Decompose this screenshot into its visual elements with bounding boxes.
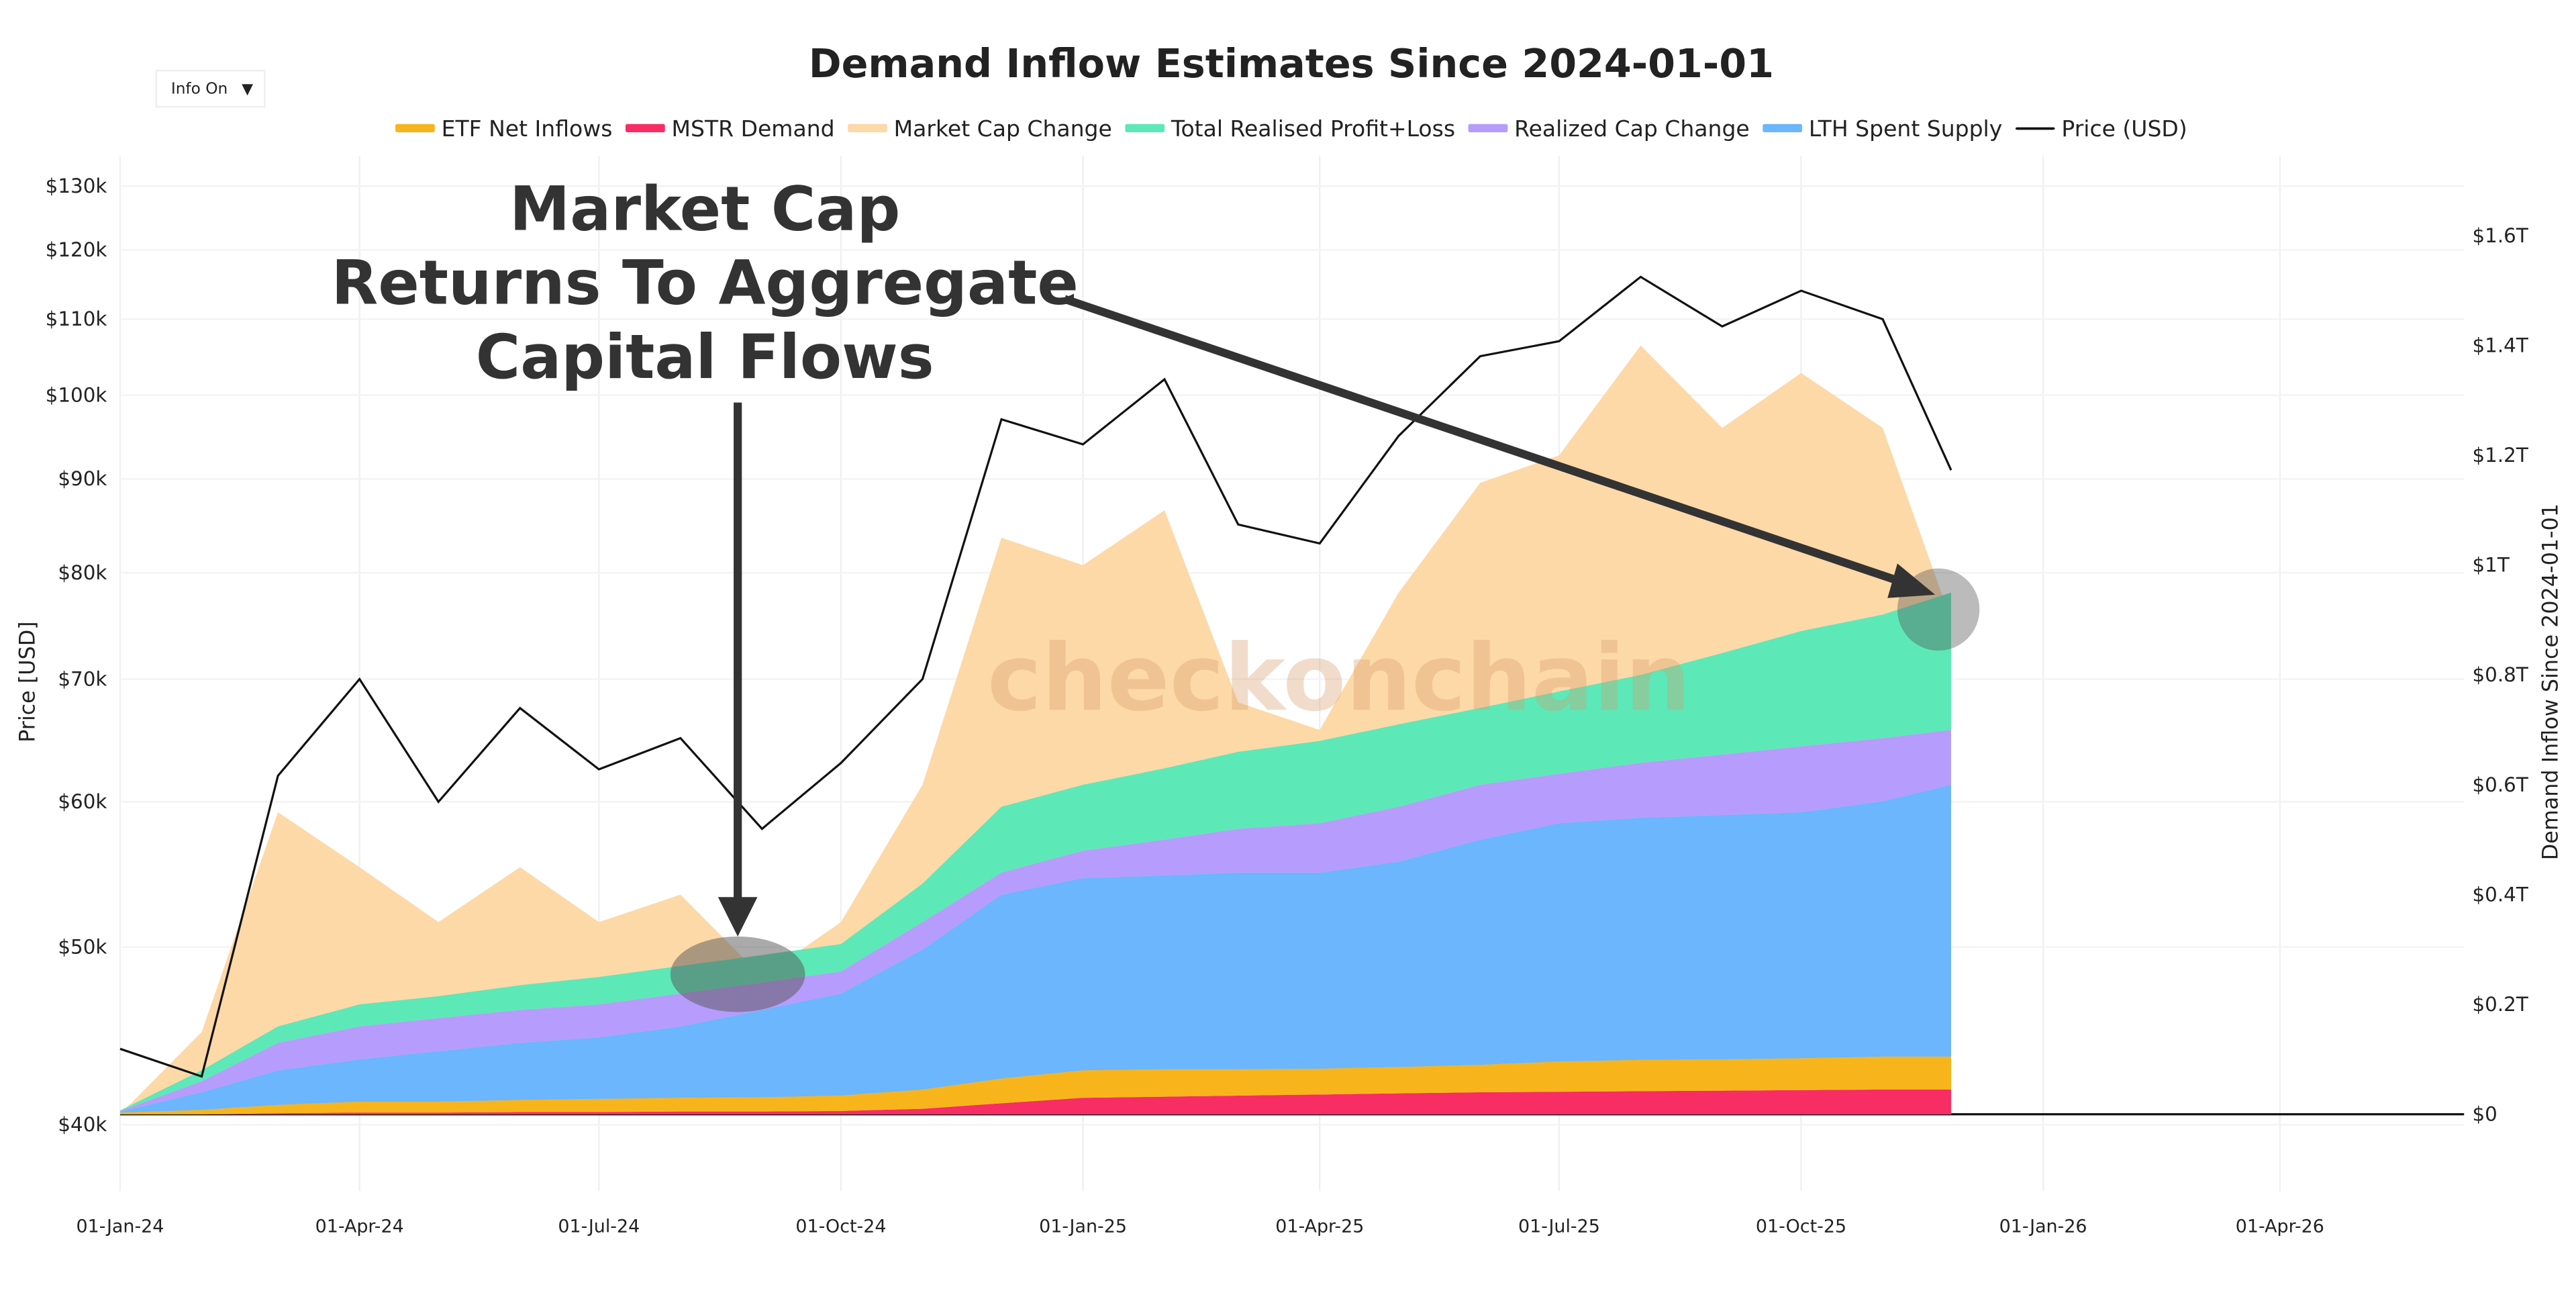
- annotation-line: Capital Flows: [476, 322, 934, 393]
- y-tick-label: $110k: [46, 307, 107, 330]
- legend-item: Total Realised Profit+Loss: [1125, 115, 1455, 142]
- legend-item: ETF Net Inflows: [395, 115, 612, 142]
- y-tick-label: $120k: [46, 238, 107, 261]
- legend-swatch: [848, 124, 887, 133]
- stacked-area: [119, 592, 1951, 1111]
- dropdown-box[interactable]: [155, 70, 266, 108]
- price-layer: [119, 275, 1952, 1078]
- dropdown-label[interactable]: Info On: [171, 79, 228, 97]
- y2-tick-label: $1.6T: [2472, 224, 2528, 247]
- x-tick-label: 01-Jan-24: [77, 1216, 164, 1237]
- x-tick-label: 01-Apr-25: [1275, 1216, 1364, 1237]
- y2-tick-label: $1T: [2472, 554, 2510, 577]
- stacked-area: [119, 785, 1951, 1113]
- arrow-head: [1887, 563, 1936, 598]
- legend: ETF Net Inflows MSTR Demand Market Cap Cha…: [395, 115, 2187, 142]
- y-tick-label: $60k: [58, 790, 107, 813]
- legend-label: Total Realised Profit+Loss: [1171, 115, 1455, 142]
- legend-item: Price (USD): [2015, 115, 2187, 142]
- legend-label: Realized Cap Change: [1514, 115, 1750, 142]
- highlight-ellipse: [670, 936, 805, 1012]
- legend-item: Market Cap Change: [848, 115, 1112, 142]
- y-tick-label: $90k: [58, 467, 107, 490]
- arrow-shaft: [1063, 295, 1908, 587]
- chart-title: Demand Inflow Estimates Since 2024-01-01: [809, 40, 1774, 87]
- x-tick-label: 01-Oct-24: [795, 1216, 886, 1237]
- legend-label: MSTR Demand: [672, 115, 835, 142]
- legend-swatch: [1125, 124, 1165, 133]
- y-tick-label: $40k: [58, 1113, 107, 1136]
- y-tick-label: $50k: [58, 935, 107, 958]
- legend-item: MSTR Demand: [625, 115, 835, 142]
- stacked-area: [119, 1089, 1951, 1114]
- y2-tick-label: $0.2T: [2472, 993, 2528, 1016]
- y-tick-label: $70k: [58, 667, 107, 690]
- y-tick-label: $100k: [46, 383, 107, 406]
- y2-tick-label: $1.2T: [2472, 444, 2528, 467]
- legend-swatch: [2015, 127, 2055, 130]
- y-tick-label: $80k: [58, 561, 107, 584]
- annotation-line: Returns To Aggregate: [332, 248, 1079, 319]
- legend-item: Realized Cap Change: [1468, 115, 1750, 142]
- x-tick-label: 01-Jul-25: [1518, 1216, 1600, 1237]
- x-tick-label: 01-Jan-26: [1999, 1216, 2087, 1237]
- watermark: checkonchain: [987, 625, 1691, 732]
- legend-swatch: [1468, 124, 1508, 133]
- y-axis-title: Price [USD]: [15, 621, 40, 742]
- y2-tick-label: $0.4T: [2472, 883, 2528, 906]
- x-tick-label: 01-Jul-24: [558, 1216, 640, 1237]
- x-tick-label: 01-Apr-24: [315, 1216, 404, 1237]
- stacked-area: [119, 730, 1951, 1112]
- legend-label: LTH Spent Supply: [1809, 115, 2002, 142]
- y2-axis-title: Demand Inflow Since 2024-01-01: [2538, 504, 2563, 860]
- x-tick-label: 01-Jan-25: [1039, 1216, 1127, 1237]
- legend-swatch: [625, 124, 665, 133]
- y-tick-label: $130k: [46, 175, 107, 197]
- axes: 01-Jan-24 01-Apr-24 01-Jul-24 01-Oct-24 01-J…: [46, 175, 2529, 1237]
- x-tick-label: 01-Apr-26: [2236, 1216, 2324, 1237]
- areas: [119, 345, 1951, 1114]
- y2-tick-label: $1.4T: [2472, 334, 2528, 356]
- y2-tick-label: $0.6T: [2472, 773, 2528, 796]
- stacked-area: [119, 1056, 1951, 1114]
- y2-tick-label: $0.8T: [2472, 663, 2528, 686]
- annotation-line: Market Cap: [509, 175, 900, 245]
- legend-swatch: [395, 124, 435, 133]
- y2-tick-label: $0: [2472, 1103, 2497, 1126]
- x-tick-label: 01-Oct-25: [1756, 1216, 1846, 1237]
- legend-label: Price (USD): [2061, 115, 2187, 142]
- legend-label: ETF Net Inflows: [442, 115, 613, 142]
- dropdown-arrow[interactable]: ▼: [242, 81, 253, 97]
- legend-swatch: [1763, 124, 1803, 133]
- price-line: [119, 275, 1952, 1078]
- legend-label: Market Cap Change: [894, 115, 1112, 142]
- dropdown[interactable]: Info On ▼: [155, 70, 266, 108]
- arrow-head: [717, 897, 758, 937]
- annotation: Market Cap Returns To Aggregate Capital …: [332, 175, 1980, 1012]
- legend-item: LTH Spent Supply: [1763, 115, 2002, 142]
